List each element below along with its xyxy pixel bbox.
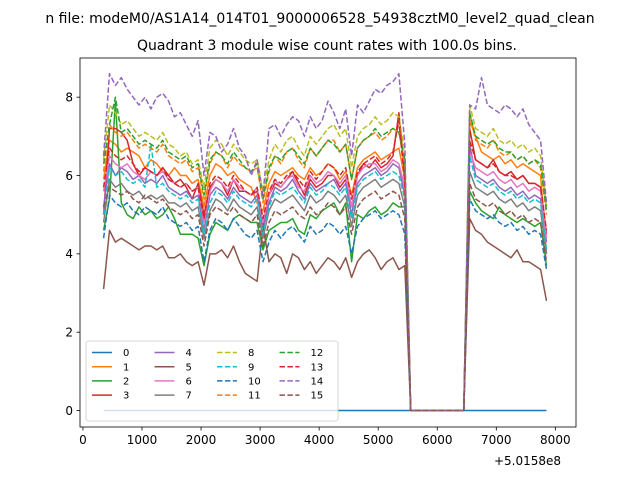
y-tick-label: 2: [65, 326, 73, 340]
legend-box: [85, 340, 339, 422]
legend-label-14: 14: [311, 377, 324, 388]
legend-label-1: 1: [123, 362, 129, 373]
series-line-10: [102, 194, 548, 412]
series-line-9: [102, 143, 548, 412]
legend-label-3: 3: [123, 391, 129, 402]
x-tick-label: 6000: [422, 433, 453, 447]
plot-frame: [79, 57, 577, 428]
x-axis: 0 1000 2000 3000 4000 5000 6000 7000 8000: [79, 427, 571, 447]
legend-label-6: 6: [186, 377, 192, 388]
series-line-7: [102, 170, 548, 412]
legend-label-12: 12: [311, 348, 324, 359]
y-axis: 0 2 4 6 8: [65, 90, 80, 418]
legend-label-10: 10: [248, 377, 261, 388]
x-tick-label: 8000: [540, 433, 571, 447]
series-layer: [102, 72, 548, 412]
x-tick-label: 7000: [481, 433, 512, 447]
series-line-5: [102, 217, 548, 412]
y-tick-label: 0: [65, 404, 73, 418]
y-tick-label: 4: [65, 247, 73, 261]
x-tick-label: 1000: [127, 433, 158, 447]
series-line-2: [102, 100, 548, 412]
chart-title: Quadrant 3 module wise count rates with …: [137, 38, 517, 54]
legend-label-11: 11: [248, 391, 261, 402]
x-offset-label: +5.0158e8: [494, 454, 561, 468]
legend-label-5: 5: [186, 362, 192, 373]
series-line-15: [102, 182, 548, 412]
legend-label-15: 15: [311, 391, 324, 402]
series-line-3: [102, 112, 548, 412]
x-tick-label: 3000: [245, 433, 276, 447]
series-line-8: [102, 104, 548, 412]
series-line-14: [102, 72, 548, 412]
chart-suptitle: n file: modeM0/AS1A14_014T01_9000006528_…: [45, 11, 594, 27]
x-tick-label: 4000: [304, 433, 335, 447]
legend-label-9: 9: [248, 362, 254, 373]
series-line-11: [102, 112, 548, 412]
y-tick-label: 6: [65, 169, 73, 183]
legend-label-7: 7: [186, 391, 192, 402]
x-tick-label: 5000: [363, 433, 394, 447]
legend-label-0: 0: [123, 348, 129, 359]
legend-label-13: 13: [311, 362, 324, 373]
x-tick-label: 2000: [186, 433, 217, 447]
legend-label-8: 8: [248, 348, 254, 359]
series-line-13: [102, 119, 548, 412]
legend-label-4: 4: [186, 348, 192, 359]
series-line-12: [102, 96, 548, 412]
legend-label-2: 2: [123, 377, 129, 388]
x-tick-label: 0: [79, 433, 87, 447]
y-tick-label: 8: [65, 90, 73, 104]
